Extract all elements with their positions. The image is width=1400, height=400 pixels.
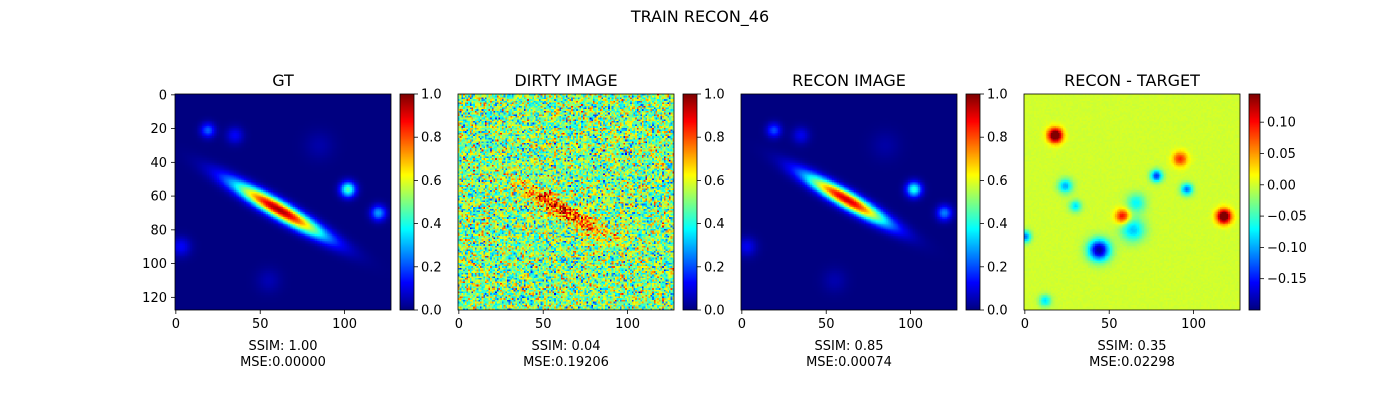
- colorbar-tick-label: 0.00: [1267, 178, 1296, 193]
- colorbar-tick-label: 0.6: [704, 174, 725, 189]
- colorbar-tick-label: 1.0: [704, 88, 725, 103]
- y-axis-ticks: 0 20 40 60 80 100 120: [142, 88, 175, 306]
- axes-frame: [1023, 93, 1241, 311]
- panel-title: RECON - TARGET: [1064, 71, 1200, 90]
- mse-label: MSE:0.00000: [240, 355, 326, 370]
- colorbar-ticks: 0.0 0.2 0.4 0.6 0.8 1.0: [697, 88, 725, 319]
- colorbar-tick-label: 0.4: [421, 217, 442, 232]
- panel-title: DIRTY IMAGE: [514, 71, 617, 90]
- x-tick-label: 100: [1181, 317, 1206, 332]
- x-axis-ticks: 0 50 100: [1021, 310, 1206, 332]
- colorbar-tick-label: 1.0: [987, 88, 1008, 103]
- colorbar-tick-label: −0.10: [1267, 241, 1307, 256]
- colorbar-gradient: [400, 94, 414, 310]
- axes-frame: [457, 93, 675, 311]
- colorbar-tick-label: 0.4: [704, 217, 725, 232]
- x-tick-label: 0: [455, 317, 463, 332]
- colorbar-frame: [1248, 93, 1261, 311]
- colorbar-gradient: [683, 94, 697, 310]
- axes-frame: [740, 93, 958, 311]
- x-tick-label: 0: [172, 317, 180, 332]
- x-tick-label: 50: [1101, 317, 1118, 332]
- x-tick-label: 100: [898, 317, 923, 332]
- colorbar-tick-label: 0.0: [704, 304, 725, 319]
- panel-title: RECON IMAGE: [792, 71, 906, 90]
- colorbar-tick-label: 0.8: [987, 131, 1008, 146]
- colorbar-tick-label: 0.2: [421, 260, 442, 275]
- panel-title: GT: [272, 71, 294, 90]
- axes-frame: [174, 93, 392, 311]
- x-axis-ticks: 0 50 100: [455, 310, 640, 332]
- colorbar-tick-label: 0.0: [421, 304, 442, 319]
- colorbar-tick-label: −0.15: [1267, 272, 1307, 287]
- colorbar-tick-label: 0.4: [987, 217, 1008, 232]
- heatmap-image: [175, 94, 391, 310]
- x-tick-label: 100: [615, 317, 640, 332]
- colorbar-tick-label: 1.0: [421, 88, 442, 103]
- colorbar-frame: [965, 93, 981, 311]
- colorbar-tick-label: 0.10: [1267, 116, 1296, 131]
- colorbar-tick-label: 0.0: [987, 304, 1008, 319]
- ssim-label: SSIM: 0.85: [814, 339, 883, 354]
- ssim-label: SSIM: 0.04: [531, 339, 600, 354]
- y-tick-label: 100: [142, 257, 167, 272]
- colorbar-tick-label: 0.8: [421, 131, 442, 146]
- x-axis-ticks: 0 50 100: [738, 310, 923, 332]
- colorbar-frame: [682, 93, 698, 311]
- colorbar-tick-label: 0.6: [987, 174, 1008, 189]
- colorbar-gradient: [966, 94, 980, 310]
- colorbar-tick-label: 0.2: [704, 260, 725, 275]
- colorbar-frame: [399, 93, 415, 311]
- y-tick-label: 120: [142, 291, 167, 306]
- colorbar-tick-label: 0.2: [987, 260, 1008, 275]
- panel-recon-image: RECON IMAGE 0 50 100 0.0 0.2 0.4 0.6 0.8 1.0 SS…: [738, 71, 1008, 370]
- x-tick-label: 0: [1021, 317, 1029, 332]
- colorbar-ticks: 0.0 0.2 0.4 0.6 0.8 1.0: [414, 88, 442, 319]
- heatmap-image: [458, 94, 674, 310]
- colorbar-tick-label: −0.05: [1267, 210, 1307, 225]
- y-tick-label: 20: [150, 122, 167, 137]
- colorbar-ticks: 0.0 0.2 0.4 0.6 0.8 1.0: [980, 88, 1008, 319]
- x-tick-label: 0: [738, 317, 746, 332]
- colorbar-tick-label: 0.6: [421, 174, 442, 189]
- x-tick-label: 50: [252, 317, 269, 332]
- y-tick-label: 40: [150, 156, 167, 171]
- mse-label: MSE:0.02298: [1089, 355, 1175, 370]
- heatmap-image: [1024, 94, 1240, 310]
- y-tick-label: 80: [150, 223, 167, 238]
- x-tick-label: 50: [818, 317, 835, 332]
- heatmap-image: [741, 94, 957, 310]
- figure-suptitle: TRAIN RECON_46: [630, 7, 769, 27]
- colorbar-tick-label: 0.05: [1267, 147, 1296, 162]
- colorbar-ticks: 0.10 0.05 0.00 −0.05 −0.10 −0.15: [1260, 116, 1307, 287]
- mse-label: MSE:0.00074: [806, 355, 892, 370]
- colorbar-tick-label: 0.8: [704, 131, 725, 146]
- ssim-label: SSIM: 0.35: [1097, 339, 1166, 354]
- y-tick-label: 60: [150, 190, 167, 205]
- x-tick-label: 100: [332, 317, 357, 332]
- x-tick-label: 50: [535, 317, 552, 332]
- panel-recon-minus-target: RECON - TARGET 0 50 100 0.10 0.05 0.00 −0.05 −…: [1021, 71, 1307, 370]
- x-axis-ticks: 0 50 100: [172, 310, 357, 332]
- y-tick-label: 0: [159, 88, 167, 103]
- ssim-label: SSIM: 1.00: [248, 339, 317, 354]
- panel-dirty-image: DIRTY IMAGE 0 50 100 0.0 0.2 0.4 0.6 0.8 1.0 SS…: [455, 71, 725, 370]
- mse-label: MSE:0.19206: [523, 355, 609, 370]
- colorbar-gradient: [1249, 94, 1260, 310]
